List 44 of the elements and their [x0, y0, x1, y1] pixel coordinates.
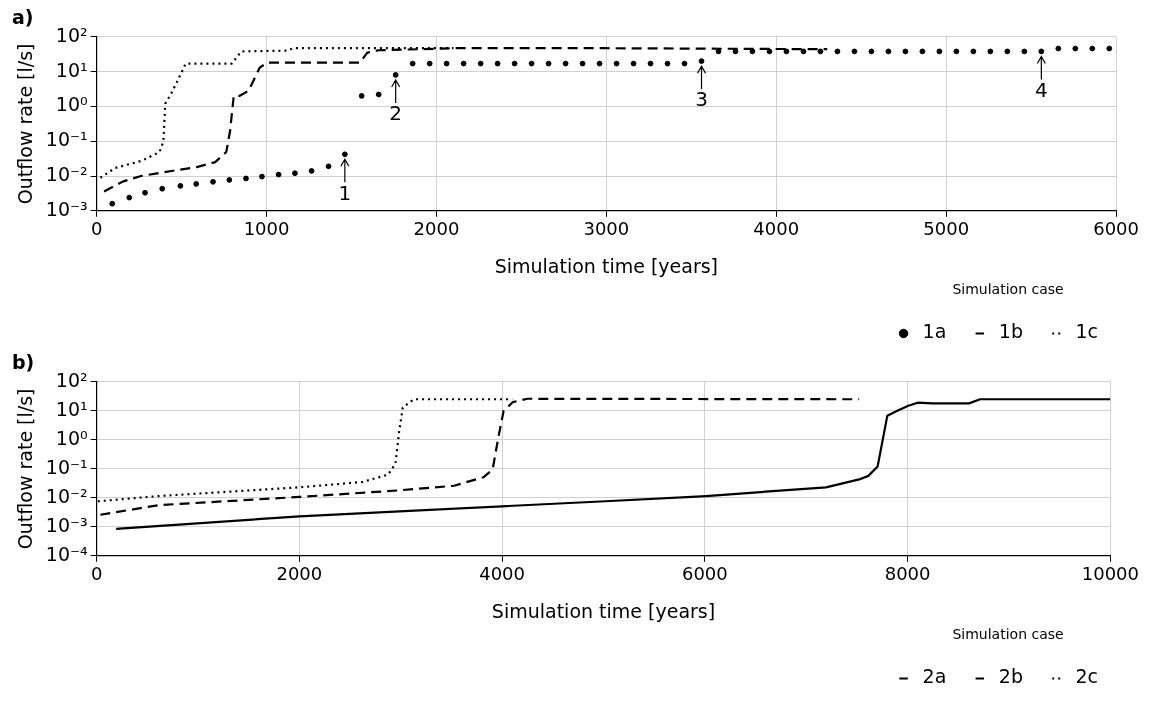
y-axis-title: Outflow rate [l/s]	[14, 388, 37, 550]
x-tick-label: 0	[90, 218, 103, 240]
legend-title: Simulation case	[952, 280, 1064, 297]
y-tick-label: 10⁰	[55, 93, 88, 116]
x-axis-title: Simulation time [years]	[494, 254, 719, 277]
y-tick-label: 10¹	[55, 58, 88, 81]
y-tick-label: 10⁻³	[45, 197, 88, 220]
x-tick-label: 6000	[681, 563, 728, 585]
y-axis-title: Outflow rate [l/s]	[14, 43, 37, 205]
x-tick-label: 0	[90, 563, 103, 585]
x-tick-label: 2000	[413, 218, 460, 240]
annotation: 3	[695, 87, 708, 112]
y-tick-label: 10⁻¹	[45, 455, 88, 478]
y-tick-label: 10⁻²	[45, 162, 88, 185]
x-tick-label: 4000	[753, 218, 800, 240]
annotation: 2	[389, 101, 403, 126]
y-tick-label: 10¹	[55, 397, 88, 420]
x-axis-title: Simulation time [years]	[491, 599, 716, 622]
legend-label: 2a	[922, 665, 947, 688]
x-tick-label: 10000	[1081, 563, 1139, 585]
y-tick-label: 10²	[55, 23, 88, 46]
annotation: 4	[1034, 77, 1048, 102]
legend-title: Simulation case	[952, 625, 1064, 642]
x-tick-label: 6000	[1093, 218, 1139, 240]
x-tick-label: 2000	[276, 563, 323, 585]
x-tick-label: 8000	[884, 563, 931, 585]
y-tick-label: 10⁻¹	[45, 128, 88, 151]
x-tick-label: 4000	[479, 563, 526, 585]
x-tick-label: 3000	[583, 218, 630, 240]
legend-label: 1c	[1075, 320, 1099, 343]
y-tick-label: 10⁻²	[45, 484, 88, 507]
legend-label: 1b	[998, 320, 1023, 343]
y-tick-label: 10⁰	[55, 426, 88, 449]
x-tick-label: 5000	[923, 218, 970, 240]
y-tick-label: 10⁻³	[45, 513, 88, 536]
legend-label: 1a	[922, 320, 947, 343]
legend-label: 2b	[998, 665, 1023, 688]
y-tick-label: 10²	[55, 368, 88, 391]
legend-label: 2c	[1075, 665, 1099, 688]
chart-title: a)	[12, 6, 34, 29]
y-tick-label: 10⁻⁴	[45, 542, 88, 565]
chart-title: b)	[12, 351, 35, 374]
annotation: 1	[338, 180, 352, 205]
x-tick-label: 1000	[243, 218, 290, 240]
